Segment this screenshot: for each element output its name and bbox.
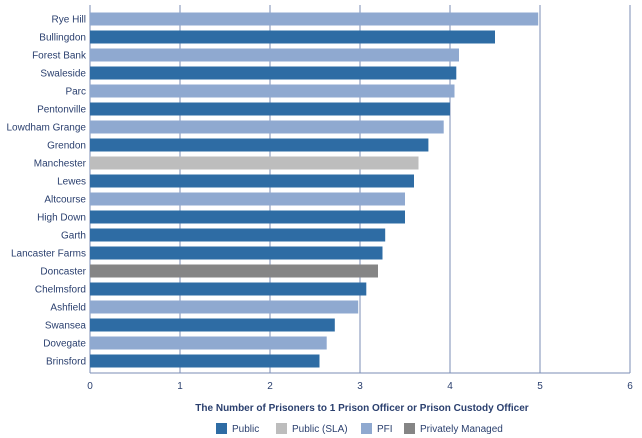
category-label: Lowdham Grange xyxy=(7,123,87,134)
legend-swatch xyxy=(361,423,372,434)
legend-swatch xyxy=(216,423,227,434)
bar xyxy=(90,192,405,206)
category-label: Garth xyxy=(61,231,86,242)
category-label: Doncaster xyxy=(40,267,86,278)
bar xyxy=(90,300,359,314)
category-labels: Rye Hill Bullingdon Forest Bank Swaleside Pa… xyxy=(7,15,87,368)
bars xyxy=(90,12,539,368)
category-label: Pentonville xyxy=(37,105,86,116)
grid-lines xyxy=(89,5,631,374)
legend-swatch xyxy=(404,423,415,434)
x-tick-label: 1 xyxy=(177,381,183,392)
legend-label: Public xyxy=(232,424,259,435)
category-label: Bullingdon xyxy=(39,33,86,44)
bar xyxy=(90,210,405,224)
category-label: Rye Hill xyxy=(52,15,86,26)
bar xyxy=(90,12,539,26)
category-label: Swaleside xyxy=(40,69,86,80)
category-label: Dovegate xyxy=(43,339,86,350)
bar xyxy=(90,156,419,170)
category-label: Altcourse xyxy=(44,195,86,206)
legend-label: Public (SLA) xyxy=(292,424,348,435)
x-tick-labels: 0 1 2 3 4 5 6 xyxy=(87,381,633,392)
bar xyxy=(90,30,495,44)
bar xyxy=(90,336,327,350)
category-label: Chelmsford xyxy=(35,285,86,296)
bar xyxy=(90,264,378,278)
category-label: Swansea xyxy=(45,321,87,332)
x-tick-label: 2 xyxy=(267,381,273,392)
bar xyxy=(90,354,320,368)
legend-label: PFI xyxy=(377,424,393,435)
x-tick-label: 4 xyxy=(447,381,453,392)
legend-swatch xyxy=(276,423,287,434)
bar xyxy=(90,48,459,62)
category-label: Forest Bank xyxy=(32,51,87,62)
bar xyxy=(90,66,457,80)
x-tick-label: 0 xyxy=(87,381,93,392)
category-label: Lancaster Farms xyxy=(11,249,86,260)
bar xyxy=(90,102,450,116)
bar xyxy=(90,228,386,242)
category-label: Manchester xyxy=(34,159,87,170)
x-tick-label: 3 xyxy=(357,381,363,392)
legend: Public Public (SLA) PFI Privately Managed xyxy=(216,423,503,435)
category-label: Parc xyxy=(65,87,86,98)
bar xyxy=(90,174,414,188)
category-label: Lewes xyxy=(57,177,86,188)
category-label: High Down xyxy=(37,213,86,224)
category-label: Ashfield xyxy=(50,303,86,314)
bar xyxy=(90,246,383,260)
bar xyxy=(90,120,444,134)
bar xyxy=(90,318,335,332)
category-label: Brinsford xyxy=(46,357,86,368)
bar xyxy=(90,138,429,152)
category-label: Grendon xyxy=(47,141,86,152)
x-tick-label: 5 xyxy=(537,381,543,392)
x-tick-label: 6 xyxy=(627,381,633,392)
bar xyxy=(90,282,367,296)
x-axis-title: The Number of Prisoners to 1 Prison Offi… xyxy=(195,403,529,414)
legend-label: Privately Managed xyxy=(420,424,503,435)
bar xyxy=(90,84,455,98)
